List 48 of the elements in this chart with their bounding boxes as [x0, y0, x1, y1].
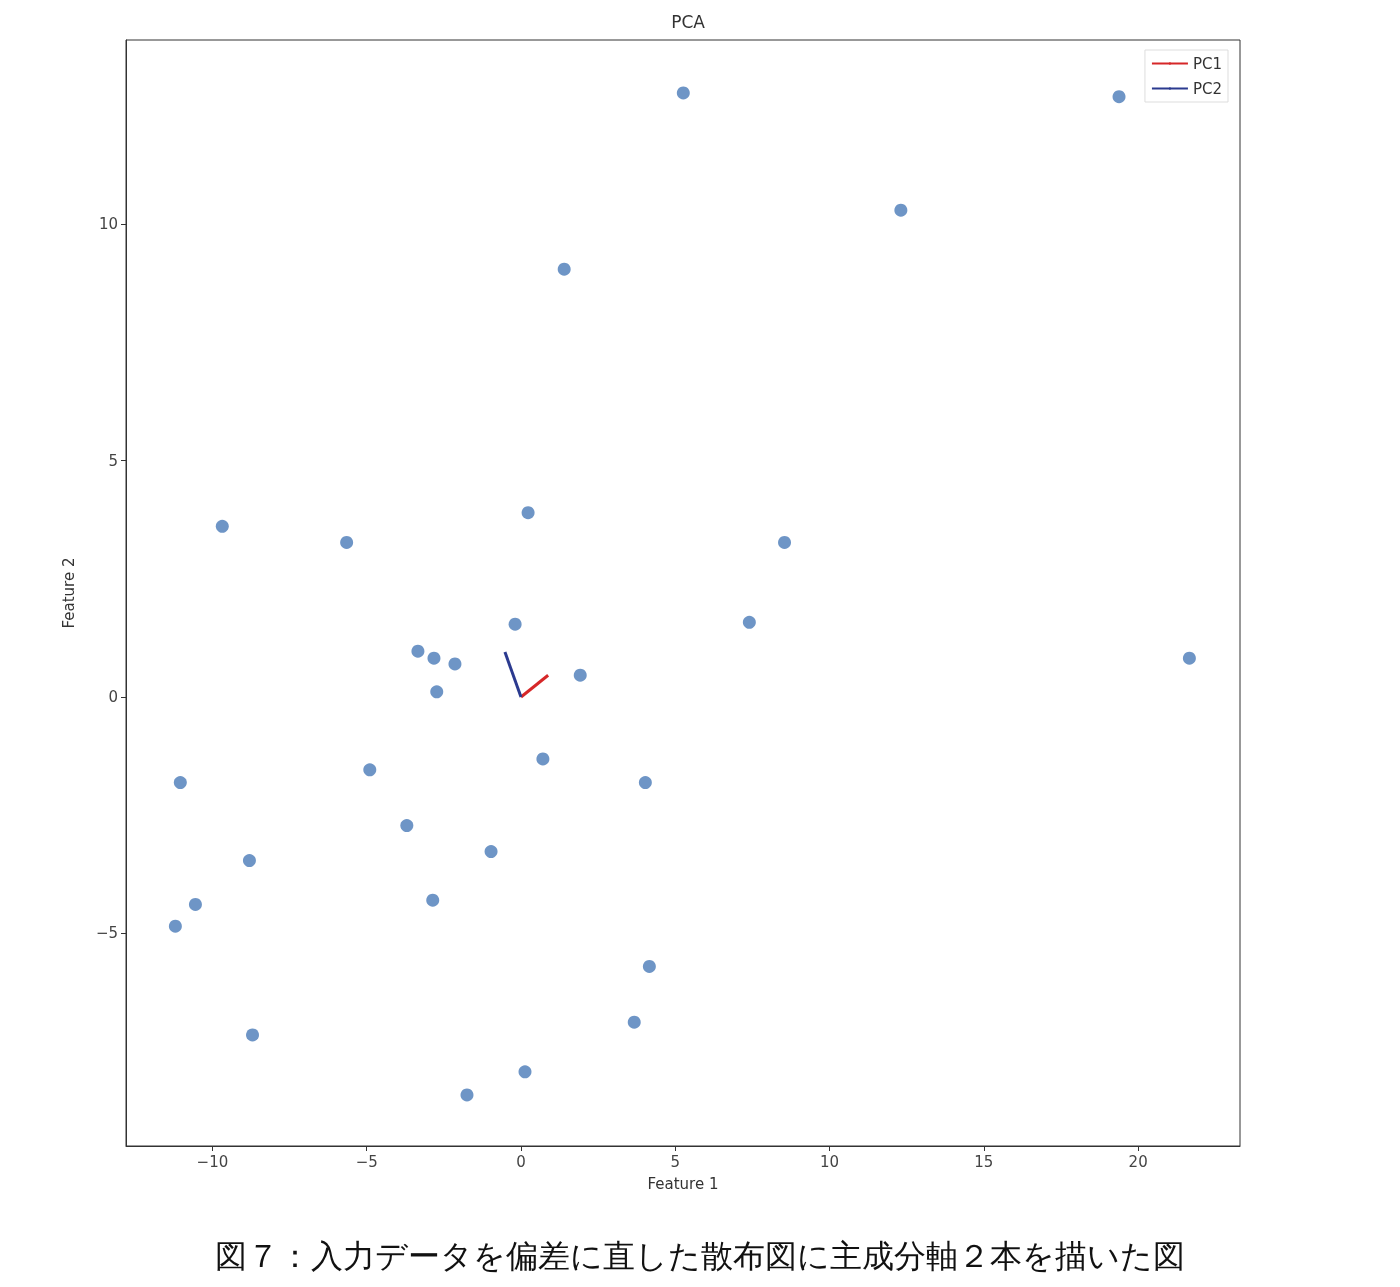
point: [363, 763, 377, 777]
point: [742, 615, 756, 629]
point: [557, 262, 571, 276]
point: [642, 959, 656, 973]
x-tick-label: 0: [516, 1152, 526, 1171]
point: [508, 617, 522, 631]
point: [427, 651, 441, 665]
point: [1182, 651, 1196, 665]
legend-label: PC2: [1192, 79, 1222, 98]
point: [411, 644, 425, 658]
point: [168, 919, 182, 933]
chart-title: PCA: [671, 11, 706, 32]
point: [518, 1065, 532, 1079]
x-tick-label: −5: [355, 1152, 378, 1171]
x-axis-title: Feature 1: [647, 1174, 719, 1193]
x-tick-label: 15: [974, 1152, 994, 1171]
point: [573, 668, 587, 682]
x-tick-label: 20: [1128, 1152, 1148, 1171]
y-axis-title: Feature 2: [59, 557, 78, 629]
y-tick-label: 5: [108, 451, 118, 470]
point: [242, 854, 256, 868]
x-tick-label: 5: [670, 1152, 681, 1171]
y-tick-label: 10: [98, 215, 118, 234]
x-tick-label: −10: [196, 1152, 229, 1171]
legend-label: PC1: [1192, 54, 1222, 73]
point: [627, 1015, 641, 1029]
point: [448, 657, 462, 671]
point: [246, 1028, 260, 1042]
point: [215, 519, 229, 533]
point: [173, 776, 187, 790]
point: [484, 845, 498, 859]
y-tick-label: −5: [95, 924, 118, 943]
y-tick-label: 0: [108, 687, 118, 706]
x-tick-label: 10: [820, 1152, 840, 1171]
point: [638, 776, 652, 790]
point: [430, 685, 444, 699]
point: [536, 752, 550, 766]
point: [188, 897, 202, 911]
point: [894, 203, 908, 217]
point: [676, 86, 690, 100]
caption: 図７：入力データを偏差に直した散布図に主成分軸２本を描いた図: [215, 1237, 1185, 1275]
point: [426, 893, 440, 907]
point: [460, 1088, 474, 1102]
point: [778, 535, 792, 549]
point: [1112, 90, 1126, 104]
point: [521, 506, 535, 520]
point: [400, 819, 414, 833]
point: [340, 535, 354, 549]
